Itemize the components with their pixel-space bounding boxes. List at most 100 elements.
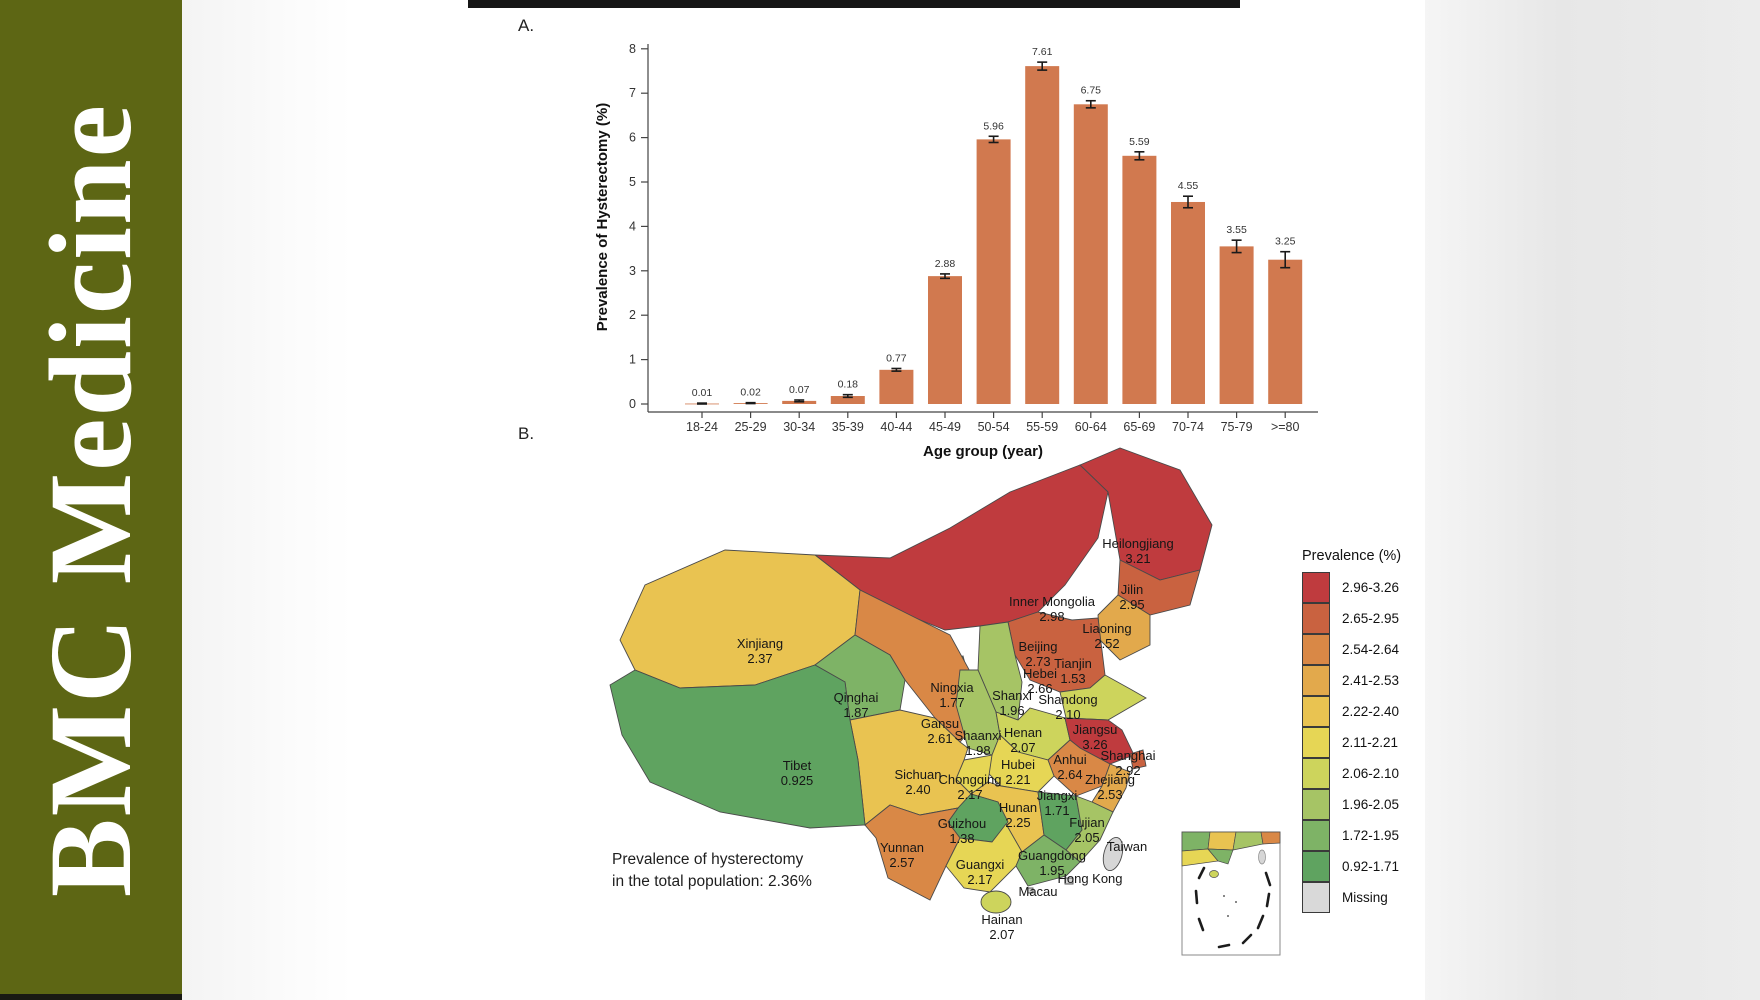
inset-island-dot	[1235, 901, 1237, 903]
legend-range-label: Missing	[1342, 890, 1388, 905]
province-name-label: Hebei	[1023, 666, 1057, 681]
right-gray-background	[1425, 0, 1760, 1000]
inset-island-dot	[1227, 915, 1229, 917]
province-value-label: 2.07	[1010, 740, 1035, 755]
province-value-label: 1.96	[999, 703, 1024, 718]
province-value-label: 2.98	[1039, 609, 1064, 624]
legend-range-label: 2.22-2.40	[1342, 704, 1400, 719]
legend-swatch	[1302, 726, 1330, 758]
legend-row: 2.22-2.40	[1302, 695, 1401, 727]
legend-row: 2.54-2.64	[1302, 633, 1401, 665]
province-value-label: 2.52	[1094, 636, 1119, 651]
legend-row: 0.92-1.71	[1302, 850, 1401, 882]
legend-rows: 2.96-3.26 2.65-2.95 2.54-2.64 2.41-2.53 2.22…	[1302, 571, 1401, 913]
legend-swatch	[1302, 788, 1330, 820]
province-name-label: Tibet	[783, 758, 812, 773]
province-value-label: 3.21	[1125, 551, 1150, 566]
legend-range-label: 2.11-2.21	[1342, 735, 1399, 750]
bar-value-label: 0.77	[886, 352, 907, 364]
province-name-label: Jilin	[1121, 582, 1143, 597]
journal-title: BMC Medicine	[25, 102, 156, 898]
bar-60-64	[1073, 104, 1108, 405]
legend-row: 2.96-3.26	[1302, 571, 1401, 603]
province-value-label: 1.77	[939, 695, 964, 710]
province-value-label: 3.26	[1082, 737, 1107, 752]
bar-65-69	[1122, 155, 1157, 404]
province-name-label: Hainan	[981, 912, 1022, 927]
province-name-label: Jiangsu	[1073, 722, 1118, 737]
age-group-barchart: 0 1 2 3 4 5 6 7 8 Prevalence of Hysterectomy (%) 0…	[594, 42, 1318, 460]
province-value-label: 1.98	[965, 743, 990, 758]
province-shanghai	[1129, 749, 1147, 770]
x-tick-label: 30-34	[783, 420, 815, 434]
total-prevalence-annotation: Prevalence of hysterectomy in the total …	[612, 849, 812, 893]
y-tick-label: 5	[629, 175, 636, 189]
province-name-label: Taiwan	[1107, 839, 1147, 854]
x-tick-label: 45-49	[929, 420, 961, 434]
legend-range-label: 2.41-2.53	[1342, 673, 1400, 688]
province-value-label: 2.37	[747, 651, 772, 666]
map-legend: Prevalence (%) 2.96-3.26 2.65-2.95 2.54-2.…	[1302, 548, 1401, 913]
province-value-label: 2.05	[1074, 830, 1099, 845]
banner-footer-strip	[0, 994, 182, 1000]
panel-b-label: B.	[518, 424, 535, 443]
x-tick-label: 35-39	[832, 420, 864, 434]
province-name-label: Inner Mongolia	[1009, 594, 1096, 609]
x-tick-label: 50-54	[978, 420, 1010, 434]
legend-range-label: 2.06-2.10	[1342, 766, 1400, 781]
province-name-label: Hong Kong	[1057, 871, 1122, 886]
province-name-label: Xinjiang	[737, 636, 783, 651]
bar-value-label: 0.18	[838, 379, 859, 391]
legend-swatch	[1302, 695, 1330, 727]
province-name-label: Chongqing	[939, 772, 1002, 787]
bar-value-label: 0.02	[740, 387, 761, 399]
province-name-label: Guangdong	[1018, 848, 1086, 863]
bar-value-label: 2.88	[935, 258, 956, 270]
province-name-label: Liaoning	[1082, 621, 1131, 636]
province-value-label: 2.61	[927, 731, 952, 746]
province-value-label: 2.10	[1055, 707, 1080, 722]
legend-row: 2.41-2.53	[1302, 664, 1401, 696]
bar-value-label: 3.25	[1275, 236, 1296, 248]
legend-title: Prevalence (%)	[1302, 548, 1402, 564]
province-name-label: Sichuan	[895, 767, 942, 782]
legend-range-label: 2.65-2.95	[1342, 611, 1400, 626]
legend-range-label: 1.72-1.95	[1342, 828, 1400, 843]
province-name-label: Qinghai	[834, 690, 879, 705]
inset-hainan	[1209, 870, 1219, 878]
bar-value-label: 3.55	[1226, 224, 1247, 236]
province-value-label: 2.21	[1005, 772, 1030, 787]
y-tick-label: 2	[629, 308, 636, 322]
legend-swatch	[1302, 881, 1330, 913]
province-macau	[1027, 887, 1034, 894]
province-name-label: Hubei	[1001, 757, 1035, 772]
province-name-label: Ningxia	[930, 680, 974, 695]
province-value-label: 2.17	[957, 787, 982, 802]
province-value-label: 1.71	[1044, 803, 1069, 818]
province-value-label: 2.73	[1025, 654, 1050, 669]
bar-value-label: 0.07	[789, 384, 810, 396]
province-name-label: Shaanxi	[955, 728, 1002, 743]
legend-swatch	[1302, 757, 1330, 789]
x-tick-label: 65-69	[1123, 420, 1155, 434]
y-axis-title: Prevalence of Hysterectomy (%)	[594, 103, 611, 331]
y-tick-label: 3	[629, 264, 636, 278]
nine-dash-segment	[1256, 914, 1265, 930]
province-value-label: 0.925	[781, 773, 814, 788]
legend-row: 1.72-1.95	[1302, 819, 1401, 851]
province-tibet	[609, 664, 866, 829]
bar->=80	[1268, 259, 1303, 404]
province-value-label: 1.38	[949, 831, 974, 846]
y-tick-label: 4	[629, 219, 636, 233]
province-hainan	[980, 890, 1012, 914]
province-name-label: Hunan	[999, 800, 1037, 815]
province-value-label: 1.95	[1039, 863, 1064, 878]
bar-value-label: 4.55	[1178, 180, 1199, 192]
province-taiwan	[1102, 836, 1124, 872]
province-hong-kong	[1064, 877, 1074, 885]
province-value-label: 2.17	[967, 872, 992, 887]
x-tick-label: 55-59	[1026, 420, 1058, 434]
legend-swatch	[1302, 819, 1330, 851]
nine-dash-segment	[1197, 866, 1206, 880]
